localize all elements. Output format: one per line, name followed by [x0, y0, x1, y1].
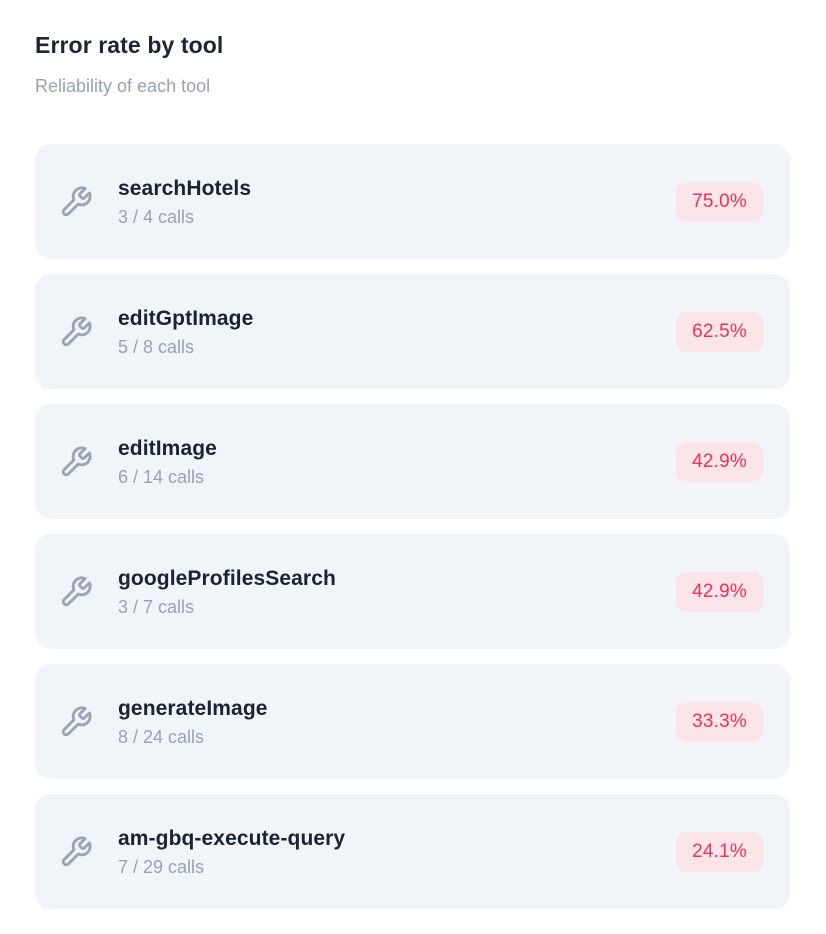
- tool-info: searchHotels 3 / 4 calls: [118, 176, 676, 228]
- page-subtitle: Reliability of each tool: [35, 76, 211, 96]
- tool-name: editImage: [118, 436, 217, 460]
- tool-list: searchHotels 3 / 4 calls 75.0% editGptIm…: [35, 144, 790, 909]
- tool-row[interactable]: editGptImage 5 / 8 calls 62.5%: [35, 274, 790, 389]
- error-rate-badge: 24.1%: [676, 831, 763, 872]
- wrench-icon: [59, 315, 93, 349]
- tool-calls: 3 / 4 calls: [118, 206, 195, 227]
- tool-info: generateImage 8 / 24 calls: [118, 696, 676, 748]
- tool-row[interactable]: editImage 6 / 14 calls 42.9%: [35, 404, 790, 519]
- tool-info: editImage 6 / 14 calls: [118, 436, 676, 488]
- wrench-icon: [59, 705, 93, 739]
- tool-row[interactable]: searchHotels 3 / 4 calls 75.0%: [35, 144, 790, 259]
- tool-info: googleProfilesSearch 3 / 7 calls: [118, 566, 676, 618]
- error-rate-badge: 33.3%: [676, 701, 763, 742]
- tool-name: generateImage: [118, 696, 268, 720]
- error-rate-panel: Error rate by tool Reliability of each t…: [35, 32, 790, 909]
- tool-name: searchHotels: [118, 176, 252, 200]
- tool-info: am-gbq-execute-query 7 / 29 calls: [118, 826, 676, 878]
- tool-calls: 3 / 7 calls: [118, 596, 195, 617]
- tool-row[interactable]: am-gbq-execute-query 7 / 29 calls 24.1%: [35, 794, 790, 909]
- tool-name: am-gbq-execute-query: [118, 826, 346, 850]
- page-title: Error rate by tool: [35, 32, 224, 58]
- wrench-icon: [59, 835, 93, 869]
- tool-name: googleProfilesSearch: [118, 566, 336, 590]
- wrench-icon: [59, 575, 93, 609]
- tool-info: editGptImage 5 / 8 calls: [118, 306, 676, 358]
- tool-calls: 7 / 29 calls: [118, 856, 205, 877]
- error-rate-badge: 62.5%: [676, 311, 763, 352]
- error-rate-badge: 75.0%: [676, 181, 763, 222]
- wrench-icon: [59, 445, 93, 479]
- tool-calls: 8 / 24 calls: [118, 726, 205, 747]
- tool-row[interactable]: googleProfilesSearch 3 / 7 calls 42.9%: [35, 534, 790, 649]
- wrench-icon: [59, 185, 93, 219]
- error-rate-badge: 42.9%: [676, 441, 763, 482]
- tool-calls: 6 / 14 calls: [118, 466, 205, 487]
- tool-name: editGptImage: [118, 306, 254, 330]
- tool-calls: 5 / 8 calls: [118, 336, 195, 357]
- tool-row[interactable]: generateImage 8 / 24 calls 33.3%: [35, 664, 790, 779]
- error-rate-badge: 42.9%: [676, 571, 763, 612]
